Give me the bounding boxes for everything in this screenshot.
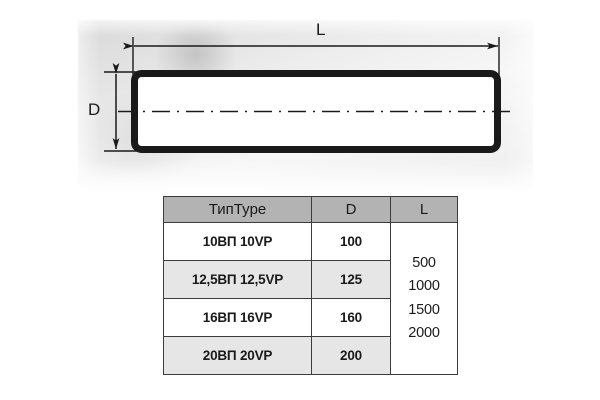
cell-d: 125 xyxy=(311,260,391,299)
backdrop-fade-bottom xyxy=(60,160,555,192)
length-option: 1000 xyxy=(408,278,440,295)
duct-line-art xyxy=(104,37,514,153)
length-dimension-label: L xyxy=(316,20,326,39)
length-option: 2000 xyxy=(408,324,440,341)
technical-drawing: L D xyxy=(0,0,600,192)
table-row: 10ВП 10VP 100 500 1000 1500 2000 xyxy=(163,222,458,375)
length-option: 500 xyxy=(412,254,436,271)
backdrop-fade-top xyxy=(60,14,555,36)
cell-type: 12,5ВП 12,5VP xyxy=(163,260,312,299)
header-d: D xyxy=(311,196,391,223)
length-dimension xyxy=(123,37,500,76)
cell-d: 160 xyxy=(311,298,391,337)
table-header-row: ТипType D L xyxy=(163,196,458,223)
table-row: 20ВП 20VP 200 xyxy=(163,336,458,375)
table-row: 16ВП 16VP 160 xyxy=(163,298,458,337)
cell-type: 10ВП 10VP xyxy=(163,222,312,261)
diameter-dimension xyxy=(104,63,140,152)
length-option: 1500 xyxy=(408,301,440,318)
diameter-dimension-label: D xyxy=(88,100,101,119)
cell-type: 16ВП 16VP xyxy=(163,298,312,337)
cell-type: 20ВП 20VP xyxy=(163,336,312,375)
table-row: 12,5ВП 12,5VP 125 xyxy=(163,260,458,299)
cell-d: 100 xyxy=(311,222,391,261)
specification-table: ТипType D L 10ВП 10VP 100 500 1000 1500 … xyxy=(163,196,458,375)
header-type: ТипType xyxy=(163,196,312,223)
cell-length-merged: 500 1000 1500 2000 xyxy=(390,222,458,375)
cell-d: 200 xyxy=(311,336,391,375)
header-l: L xyxy=(390,196,458,223)
